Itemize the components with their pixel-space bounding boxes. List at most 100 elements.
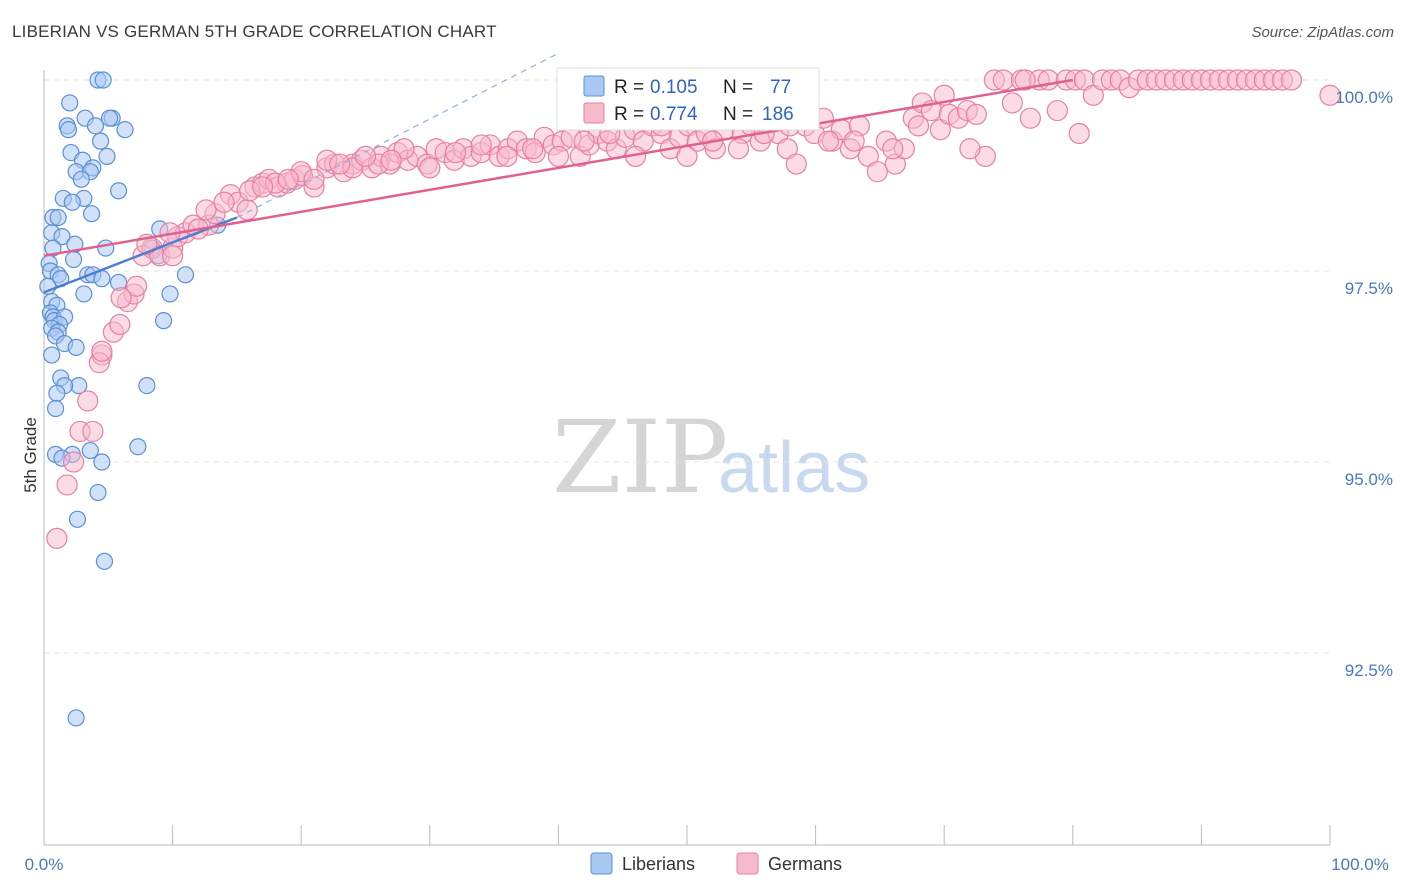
liberian-point [46,399,65,418]
liberian-point [67,338,85,356]
german-point [91,340,113,362]
german-point [965,103,987,125]
german-point [236,199,258,221]
german-point [1019,107,1041,129]
liberian-point [82,205,101,223]
liberian-point [86,117,105,135]
german-point [1001,92,1023,114]
german-point [882,138,904,160]
german-point [959,138,981,160]
german-point [77,390,99,412]
liberian-point [67,709,85,727]
liberian-point [68,510,87,528]
german-point [817,130,840,152]
german-point [303,168,325,190]
germans-legend-label: Germans [768,854,842,874]
german-point [1280,69,1303,91]
german-point [866,161,888,183]
liberian-point [89,483,107,502]
german-point [676,145,698,167]
liberian-point [91,132,110,150]
axes [43,70,1331,846]
german-point [380,149,402,171]
liberian-point [116,121,134,139]
liberian-point [161,285,179,303]
liberian-point [61,94,79,112]
liberian-point [72,170,90,188]
liberian-point [43,346,61,364]
tick-labels: 100.0% 97.5% 95.0% 92.5% 0.0% 100.0% [25,88,1393,874]
german-point [1037,69,1059,91]
liberian-point [129,438,147,456]
watermark-zip: ZIP [552,399,728,516]
liberian-point [59,121,78,139]
german-point [56,474,78,496]
german-point [419,157,441,179]
german-point [727,138,750,160]
liberian-point [63,193,81,211]
liberian-point [154,312,173,330]
germans-n-value: 186 [762,104,794,125]
german-point [444,141,467,164]
liberians-points [39,71,227,727]
liberians-n-value: 77 [770,77,791,98]
german-point [354,145,377,167]
german-point [907,115,930,137]
source-label: Source: ZipAtlas.com [1251,24,1394,41]
german-point [329,153,351,175]
liberian-point [48,384,66,402]
y-tick-label: 100.0% [1335,88,1393,107]
x-tick-label-max: 100.0% [1331,855,1389,874]
german-point [1046,99,1068,122]
liberian-point [64,250,83,269]
liberians-n-label: N = [723,77,753,98]
y-tick-label: 92.5% [1345,661,1393,680]
germans-swatch [583,102,605,124]
german-point [252,176,274,198]
german-point [213,191,235,213]
german-point [162,245,184,267]
watermark: ZIP atlas [552,399,870,516]
german-point [110,287,132,309]
german-point [277,168,299,190]
stats-legend: R = 0.105 N = 77 R = 0.774 N = 186 [556,67,820,131]
liberian-point [98,147,116,165]
german-point [785,153,807,175]
liberians-legend-swatch [590,852,613,875]
liberians-swatch [583,75,605,97]
liberian-point [97,239,115,257]
german-point [1068,122,1090,145]
liberian-point [49,208,67,227]
german-point [547,145,570,167]
german-point [843,130,865,152]
liberian-point [109,182,128,200]
liberian-point [81,441,99,460]
german-point [62,451,85,473]
liberian-point [75,285,93,303]
germans-r-label: R = [614,104,644,125]
germans-legend-swatch [736,852,759,875]
german-point [82,420,104,443]
german-point [1014,69,1036,91]
y-axis-title: 5th Grade [21,417,40,493]
liberian-point [176,266,195,284]
x-tick-label-min: 0.0% [25,855,64,874]
germans-n-label: N = [723,104,753,125]
y-tick-label: 97.5% [1345,279,1393,298]
germans-r-value: 0.774 [650,104,698,125]
series-legend: Liberians Germans [590,852,842,875]
liberian-point [138,377,156,395]
german-point [470,134,492,156]
german-point [992,69,1014,91]
german-point [125,275,148,297]
liberians-trend-extension [236,52,559,219]
german-point [573,130,595,152]
german-point [496,145,518,167]
liberians-legend-label: Liberians [622,854,695,874]
liberians-trend-line [43,216,238,294]
germans-trend-line [43,78,1074,257]
liberian-point [53,228,71,246]
liberian-point [95,552,114,570]
watermark-atlas: atlas [718,428,870,508]
